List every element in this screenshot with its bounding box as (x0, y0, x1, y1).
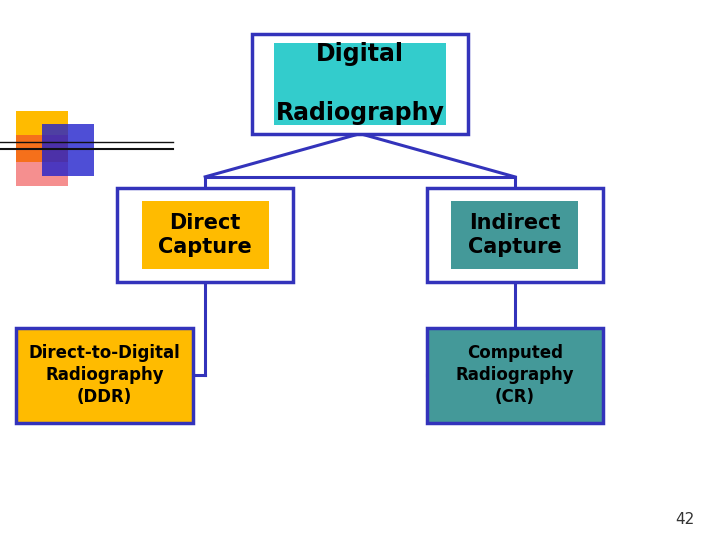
Text: Indirect
Capture: Indirect Capture (468, 213, 562, 257)
Bar (252, 33, 468, 134)
Bar (117, 188, 294, 282)
Bar (451, 201, 578, 269)
Bar (16, 328, 192, 422)
Text: 42: 42 (675, 511, 695, 526)
Bar (142, 201, 269, 269)
Bar (16, 135, 68, 186)
Bar (274, 43, 446, 125)
Text: Digital

Radiography: Digital Radiography (276, 42, 444, 125)
Bar (16, 111, 68, 162)
Text: Computed
Radiography
(CR): Computed Radiography (CR) (456, 344, 574, 407)
Bar (426, 328, 603, 422)
Bar (42, 124, 94, 176)
Text: Direct-to-Digital
Radiography
(DDR): Direct-to-Digital Radiography (DDR) (29, 344, 180, 407)
Text: Direct
Capture: Direct Capture (158, 213, 252, 257)
Bar (426, 188, 603, 282)
